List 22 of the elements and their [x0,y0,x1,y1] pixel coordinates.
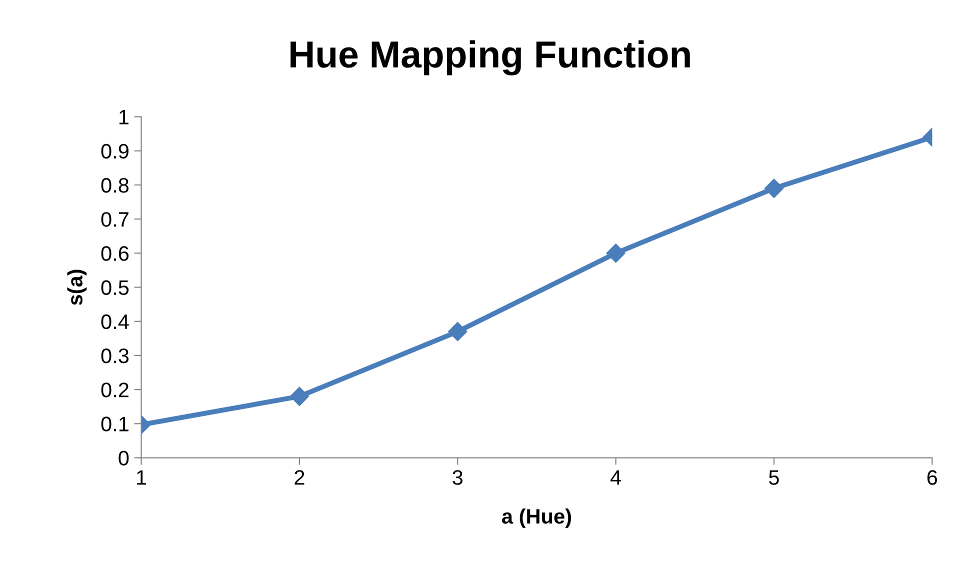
y-tick-label: 0.2 [101,382,128,398]
x-tick-label: 5 [769,470,779,485]
x-tick-label: 3 [452,470,463,485]
y-tick-label: 0.1 [101,416,128,432]
x-tick-label: 4 [610,470,621,485]
point [606,244,626,263]
y-tick-label: 0.4 [101,314,129,330]
y-tick-label: 0.6 [101,246,129,261]
y-tick-label: 1 [119,110,128,124]
y-tick-label: 0.5 [101,280,129,296]
y-tick-label: 0.8 [101,178,129,193]
y-tick-label: 0.3 [101,348,129,364]
y-tick-label: 0.7 [101,212,128,227]
y-axis-title: s(a) [67,270,87,306]
y-tick-label: 0.9 [101,144,128,159]
point [448,322,468,342]
y-tick-label: 0 [118,450,129,466]
x-tick-label: 6 [927,470,938,485]
x-tick-label: 2 [294,470,304,485]
chart-title: Hue Mapping Function [290,40,690,76]
x-axis-title: a (Hue) [502,508,571,528]
x-tick-label: 1 [137,470,146,485]
